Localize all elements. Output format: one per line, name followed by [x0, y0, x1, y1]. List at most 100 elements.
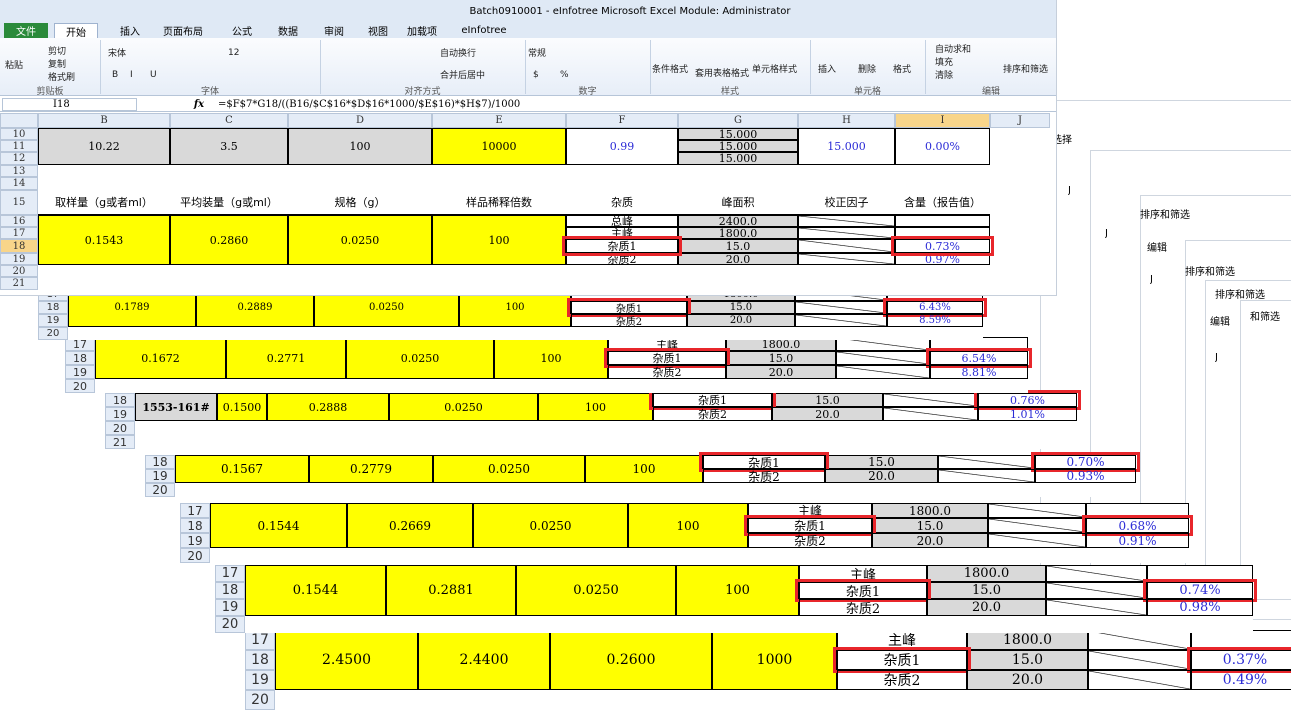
factor-cell: [798, 253, 895, 265]
factor-cell: [1088, 630, 1191, 650]
peak-area-cell: 1800.0: [967, 630, 1088, 650]
column-title: 峰面积: [678, 190, 798, 215]
ribbon-button[interactable]: 宋体: [108, 49, 127, 59]
ribbon-button[interactable]: 12: [228, 47, 240, 58]
highlight-box: [795, 579, 931, 602]
ribbon-group-label: 单元格: [853, 87, 881, 96]
peak-area-cell: 1800.0: [678, 227, 798, 239]
peak-area-cell: 15.0: [726, 351, 836, 365]
ribbon-group-label: 编辑: [981, 87, 1000, 96]
column-title: 样品稀释倍数: [432, 190, 566, 215]
sheet-snippet: 17 18 19 20 0.1544 0.2881 0.0250 100 主峰 1800.0 杂质1…: [215, 565, 1257, 633]
sample-cell: 100: [628, 503, 748, 548]
column-header: J: [990, 113, 1050, 128]
group-divider: [320, 40, 321, 94]
factor-cell: [938, 469, 1035, 483]
group-divider: [100, 40, 101, 94]
background-window-label: J: [1105, 227, 1108, 239]
ribbon-tab[interactable]: eInfotree: [461, 25, 507, 36]
ribbon-tab[interactable]: 公式: [232, 27, 252, 38]
row-header: 17: [0, 227, 38, 239]
peak-area-cell: 15.0: [678, 239, 798, 253]
ribbon-tab[interactable]: 页面布局: [163, 27, 203, 38]
factor-cell: [836, 351, 930, 365]
ribbon-tab[interactable]: 数据: [278, 27, 298, 38]
ribbon-button[interactable]: 剪切: [48, 47, 67, 57]
ribbon-button[interactable]: U: [150, 69, 157, 80]
ribbon-button[interactable]: 自动换行: [440, 49, 477, 59]
ribbon-button[interactable]: 填充: [935, 58, 954, 68]
ribbon-tab[interactable]: 文件: [4, 23, 48, 38]
highlight-box: [699, 452, 829, 472]
ribbon-button[interactable]: 条件格式: [652, 65, 689, 75]
summary-cell: 0.99: [566, 128, 678, 165]
ribbon-group-label: 对齐方式: [404, 87, 441, 96]
ribbon-button[interactable]: I: [130, 69, 133, 80]
column-title: 校正因子: [798, 190, 895, 215]
impurity-cell: 杂质2: [799, 599, 927, 616]
ribbon-button[interactable]: 排序和筛选: [1003, 65, 1049, 75]
ribbon-button[interactable]: 合并后居中: [440, 71, 486, 81]
row-header: 20: [0, 265, 38, 277]
row-header: 21: [0, 277, 38, 290]
ribbon-button[interactable]: %: [560, 69, 569, 80]
row-header: 19: [215, 599, 245, 616]
sample-cell: 0.0250: [288, 215, 432, 265]
ribbon-button[interactable]: 常规: [528, 49, 547, 59]
row-header: 18: [215, 582, 245, 599]
impurity-cell: 杂质2: [837, 670, 967, 690]
background-window-label: 编辑: [1147, 242, 1167, 254]
sample-cell: 0.2779: [309, 455, 433, 483]
background-window-label: 排序和筛选: [1185, 266, 1235, 278]
column-title: 取样量（g或者ml）: [38, 190, 170, 215]
factor-cell: [883, 407, 978, 421]
ribbon-tab[interactable]: 视图: [368, 27, 388, 38]
ribbon-tab[interactable]: 插入: [120, 27, 140, 38]
corner-header: [0, 113, 38, 128]
ribbon-button[interactable]: 格式刷: [48, 73, 76, 83]
highlight-box: [891, 236, 994, 256]
ribbon-button[interactable]: 粘贴: [5, 61, 24, 71]
ribbon-button[interactable]: 复制: [48, 60, 67, 70]
ribbon-button[interactable]: 清除: [935, 71, 954, 81]
excel-window: Batch0910001 - eInfotree Microsoft Excel…: [0, 0, 1057, 296]
ribbon-button[interactable]: 单元格样式: [752, 65, 798, 75]
ribbon-button[interactable]: 自动求和: [935, 45, 972, 55]
row-header: 19: [0, 253, 38, 265]
ribbon-button[interactable]: 删除: [858, 65, 877, 75]
ribbon-body: [0, 38, 1056, 96]
sheet-snippet: 18 19 20 21 1553-161# 0.1500 0.2888 0.0250 100 杂质…: [105, 390, 1081, 449]
column-title: 平均装量（g或ml）: [170, 190, 288, 215]
ribbon-button[interactable]: B: [112, 69, 119, 80]
ribbon-button[interactable]: 格式: [893, 65, 912, 75]
ribbon-tab[interactable]: 开始: [54, 23, 98, 38]
ribbon-button[interactable]: 套用表格格式: [695, 69, 750, 79]
ribbon-tab[interactable]: 审阅: [324, 27, 344, 38]
row-header: 15: [0, 190, 38, 215]
group-divider: [810, 40, 811, 94]
sample-cell: 100: [432, 215, 566, 265]
peak-area-cell: 15.0: [872, 518, 988, 533]
ribbon-tab[interactable]: 加载项: [407, 27, 437, 38]
sheet-snippet: 17 18 19 20 0.1672 0.2771 0.0250 100 主峰 1800.0 杂质1…: [65, 337, 1032, 393]
formula-bar: [0, 97, 1056, 112]
highlight-box: [562, 236, 682, 256]
column-header: C: [170, 113, 288, 128]
ribbon-button[interactable]: $: [533, 69, 539, 80]
impurity-cell: 总峰: [566, 215, 678, 227]
column-title: 规格（g）: [288, 190, 432, 215]
content-cell: 0.76%: [978, 393, 1077, 407]
row-header: 20: [245, 690, 275, 710]
content-cell: 8.81%: [930, 365, 1028, 379]
ribbon-button[interactable]: 插入: [818, 65, 837, 75]
peak-area-cell: 2400.0: [678, 215, 798, 227]
peak-area-cell: 20.0: [726, 365, 836, 379]
highlight-box: [1082, 515, 1193, 536]
ribbon-group-label: 字体: [200, 87, 219, 96]
factor-cell: [798, 227, 895, 239]
row-header: 18: [105, 393, 135, 407]
background-window-label: J: [1068, 184, 1071, 196]
summary-h-cell: 15.000: [798, 128, 895, 165]
highlight-box: [926, 348, 1032, 368]
